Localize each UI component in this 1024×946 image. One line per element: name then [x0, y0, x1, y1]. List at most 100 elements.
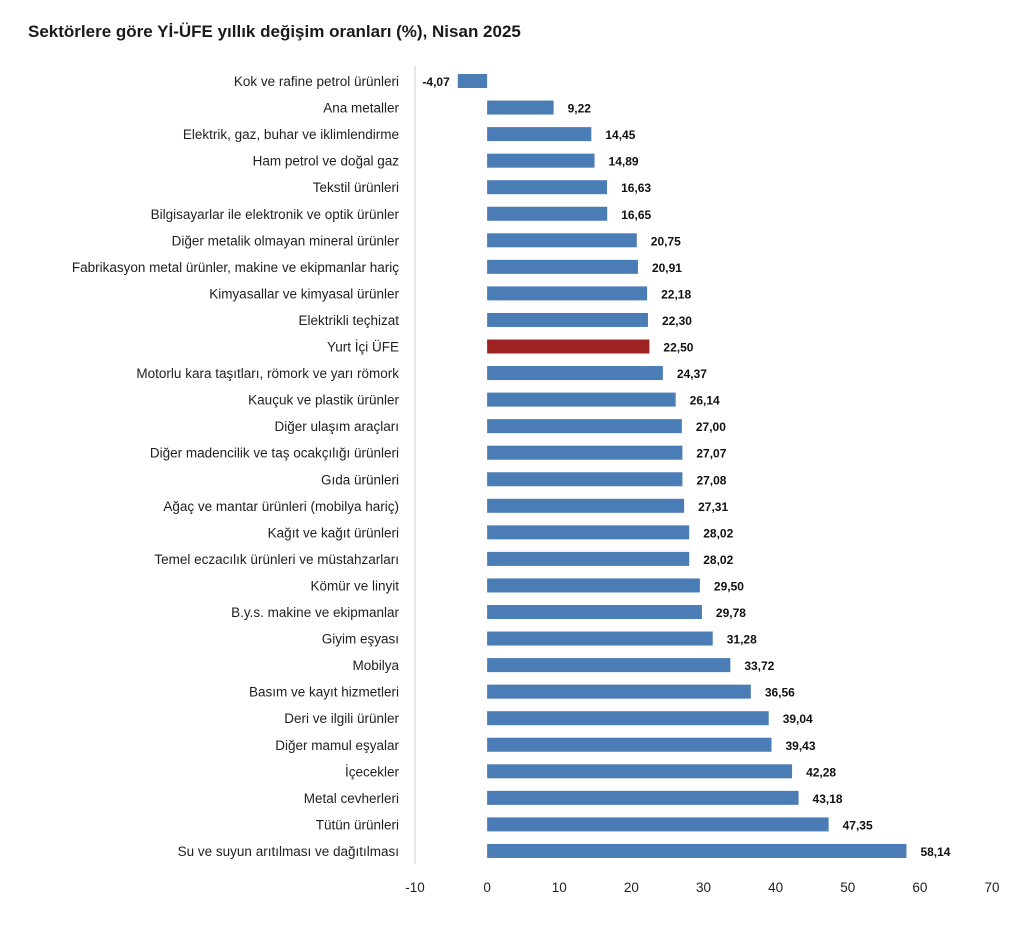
bar	[487, 419, 682, 434]
category-label: Su ve suyun arıtılması ve dağıtılması	[178, 844, 399, 859]
bar	[487, 206, 608, 221]
category-label: Deri ve ilgili ürünler	[284, 711, 399, 726]
value-label: 27,08	[696, 473, 726, 487]
value-label: 14,89	[609, 155, 639, 169]
labels-layer: Kok ve rafine petrol ürünleri -4,07 Ana me…	[72, 74, 951, 859]
category-label: B.y.s. makine ve ekipmanlar	[231, 605, 399, 620]
value-label: 9,22	[568, 102, 592, 116]
value-label: 58,14	[920, 845, 950, 859]
bar	[457, 74, 488, 88]
value-label: 31,28	[727, 633, 757, 647]
bar	[487, 153, 595, 168]
category-label: Bilgisayarlar ile elektronik ve optik ür…	[151, 207, 400, 222]
bar	[487, 233, 637, 248]
category-label: Diğer ulaşım araçları	[274, 419, 399, 434]
value-label: 27,00	[696, 420, 726, 434]
category-label: Kağıt ve kağıt ürünleri	[268, 525, 399, 540]
category-label: Motorlu kara taşıtları, römork ve yarı r…	[136, 366, 399, 381]
bar	[487, 259, 638, 274]
x-tick-label: 30	[696, 880, 711, 895]
category-label: Tekstil ürünleri	[313, 180, 399, 195]
category-label: Mobilya	[352, 658, 399, 673]
bar	[487, 631, 713, 646]
value-label: 14,45	[605, 128, 635, 142]
bar	[487, 790, 799, 805]
bar	[487, 286, 648, 301]
value-label: 36,56	[765, 686, 795, 700]
bar	[487, 578, 700, 593]
x-tick-label: 10	[552, 880, 567, 895]
bar	[487, 366, 663, 381]
axis-layer: -10 0 10 20 30 40 50 60 70	[405, 66, 1000, 895]
bar	[487, 180, 608, 195]
x-tick-label: 60	[912, 880, 927, 895]
value-label: 39,43	[786, 739, 816, 753]
category-label: Elektrikli teçhizat	[298, 313, 399, 328]
value-label: 39,04	[783, 712, 813, 726]
value-label: 33,72	[744, 659, 774, 673]
value-label: 16,65	[621, 208, 651, 222]
value-label: 47,35	[843, 818, 873, 832]
category-label: Yurt İçi ÜFE	[327, 340, 399, 355]
value-label: 29,50	[714, 579, 744, 593]
bars-layer	[457, 74, 907, 858]
value-label: -4,07	[422, 75, 450, 89]
category-label: Ham petrol ve doğal gaz	[253, 154, 400, 169]
bar	[487, 525, 690, 540]
value-label: 22,50	[663, 341, 693, 355]
bar	[487, 445, 683, 460]
value-label: 24,37	[677, 367, 707, 381]
category-label: Kimyasallar ve kimyasal ürünler	[209, 286, 399, 301]
bar	[487, 339, 650, 354]
category-label: Ana metaller	[323, 101, 399, 116]
category-label: Diğer mamul eşyalar	[275, 738, 399, 753]
category-label: Basım ve kayıt hizmetleri	[249, 685, 399, 700]
category-label: Elektrik, gaz, buhar ve iklimlendirme	[183, 127, 399, 142]
x-tick-label: 50	[840, 880, 855, 895]
category-label: Diğer metalik olmayan mineral ürünler	[172, 233, 400, 248]
bar	[487, 392, 676, 407]
x-tick-label: 70	[984, 880, 999, 895]
category-label: İçecekler	[345, 764, 400, 779]
bar	[487, 127, 592, 142]
value-label: 22,30	[662, 314, 692, 328]
category-label: Diğer madencilik ve taş ocakçılığı ürünl…	[150, 446, 399, 461]
x-tick-label: 20	[624, 880, 639, 895]
value-label: 22,18	[661, 287, 691, 301]
bar	[487, 100, 554, 115]
bar	[487, 737, 772, 752]
value-label: 28,02	[703, 553, 733, 567]
category-label: Ağaç ve mantar ürünleri (mobilya hariç)	[163, 499, 399, 514]
category-label: Kömür ve linyit	[310, 578, 399, 593]
bar	[487, 764, 793, 779]
bar	[487, 658, 731, 673]
value-label: 28,02	[703, 526, 733, 540]
value-label: 27,07	[696, 447, 726, 461]
category-label: Giyim eşyası	[322, 632, 399, 647]
category-label: Tütün ürünleri	[316, 817, 399, 832]
x-tick-label: 0	[483, 880, 491, 895]
category-label: Gıda ürünleri	[321, 472, 399, 487]
bar	[487, 312, 648, 327]
bar	[487, 684, 751, 699]
x-tick-label: -10	[405, 880, 425, 895]
bar	[487, 711, 769, 726]
category-label: Metal cevherleri	[304, 791, 399, 806]
value-label: 20,91	[652, 261, 682, 275]
category-label: Kauçuk ve plastik ürünler	[248, 393, 399, 408]
category-label: Kok ve rafine petrol ürünleri	[234, 74, 399, 89]
bar	[487, 843, 907, 858]
value-label: 26,14	[690, 394, 720, 408]
value-label: 43,18	[813, 792, 843, 806]
value-label: 16,63	[621, 181, 651, 195]
bar	[487, 551, 690, 566]
bar	[487, 605, 702, 619]
value-label: 29,78	[716, 606, 746, 620]
chart-title: Sektörlere göre Yİ-ÜFE yıllık değişim or…	[28, 22, 521, 41]
bar	[487, 817, 829, 832]
x-tick-label: 40	[768, 880, 783, 895]
value-label: 27,31	[698, 500, 728, 514]
value-label: 42,28	[806, 765, 836, 779]
bar	[487, 498, 685, 513]
